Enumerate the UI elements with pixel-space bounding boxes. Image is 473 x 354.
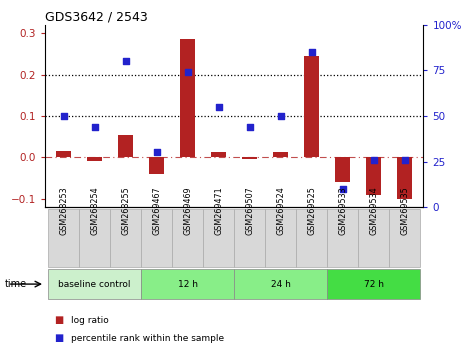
Bar (56, 151, 71, 158)
Point (401, 157, 409, 162)
Point (370, 157, 377, 162)
Point (308, 49, 315, 55)
Text: GSM269524: GSM269524 (276, 187, 285, 235)
FancyBboxPatch shape (327, 269, 420, 299)
Bar (118, 135, 133, 158)
Text: GSM269534: GSM269534 (369, 187, 378, 235)
FancyBboxPatch shape (172, 209, 203, 267)
Text: GSM268255: GSM268255 (121, 187, 130, 235)
Text: ■: ■ (54, 315, 64, 325)
Text: GSM269471: GSM269471 (214, 187, 223, 235)
Text: GSM269533: GSM269533 (338, 187, 347, 235)
Bar (87, 158, 102, 161)
Text: time: time (5, 279, 27, 289)
Text: baseline control: baseline control (58, 280, 131, 289)
Text: percentile rank within the sample: percentile rank within the sample (71, 333, 224, 343)
Bar (335, 158, 350, 182)
Text: GSM269507: GSM269507 (245, 187, 254, 235)
Text: 24 h: 24 h (271, 280, 290, 289)
Text: log ratio: log ratio (71, 316, 109, 325)
FancyBboxPatch shape (203, 209, 234, 267)
Point (153, 149, 160, 155)
Bar (273, 152, 289, 158)
FancyBboxPatch shape (48, 269, 141, 299)
Text: GSM269525: GSM269525 (307, 186, 316, 235)
Text: 72 h: 72 h (364, 280, 384, 289)
Text: GSM269535: GSM269535 (400, 187, 409, 235)
Bar (366, 158, 381, 195)
Point (91, 124, 98, 130)
Text: ■: ■ (54, 333, 64, 343)
FancyBboxPatch shape (389, 209, 420, 267)
FancyBboxPatch shape (234, 209, 265, 267)
Point (246, 124, 254, 130)
Point (122, 58, 129, 64)
FancyBboxPatch shape (358, 209, 389, 267)
Text: GSM269469: GSM269469 (183, 187, 192, 235)
Bar (149, 158, 164, 174)
FancyBboxPatch shape (296, 209, 327, 267)
Bar (211, 152, 227, 158)
FancyBboxPatch shape (110, 209, 141, 267)
Point (60, 113, 67, 119)
Text: GSM269467: GSM269467 (152, 187, 161, 235)
Bar (304, 56, 319, 158)
Point (339, 186, 347, 192)
FancyBboxPatch shape (141, 209, 172, 267)
Bar (397, 158, 412, 199)
Text: GSM268254: GSM268254 (90, 187, 99, 235)
FancyBboxPatch shape (327, 209, 358, 267)
FancyBboxPatch shape (265, 209, 296, 267)
FancyBboxPatch shape (141, 269, 234, 299)
Point (215, 104, 222, 110)
Text: GDS3642 / 2543: GDS3642 / 2543 (45, 11, 148, 24)
Text: GSM268253: GSM268253 (59, 187, 68, 235)
Point (277, 113, 284, 119)
FancyBboxPatch shape (48, 209, 79, 267)
Bar (180, 39, 195, 158)
FancyBboxPatch shape (234, 269, 327, 299)
FancyBboxPatch shape (79, 209, 110, 267)
Point (184, 69, 192, 75)
Bar (242, 158, 257, 159)
Text: 12 h: 12 h (177, 280, 198, 289)
